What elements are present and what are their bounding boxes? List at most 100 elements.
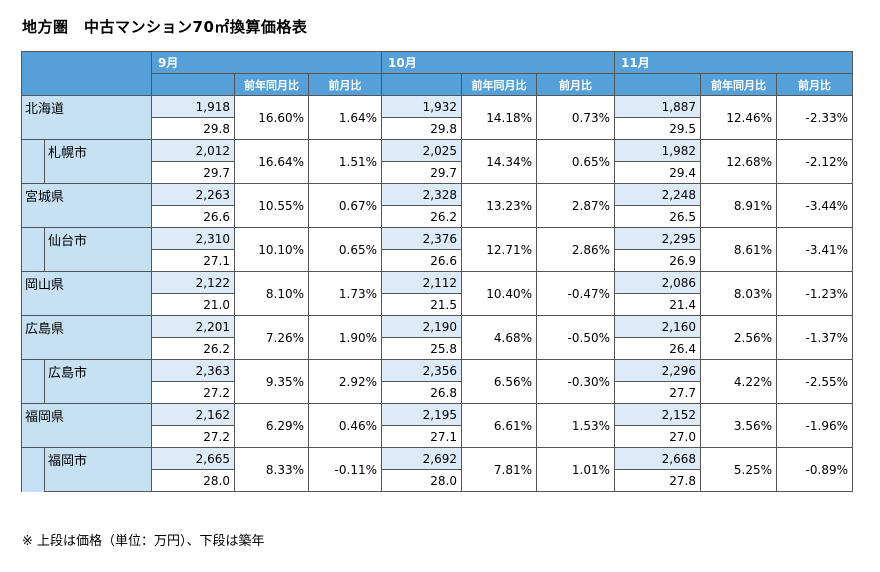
age-cell: 21.0 [151, 293, 235, 316]
price-cell: 2,112 [381, 271, 462, 294]
age-cell: 27.2 [151, 425, 235, 448]
price-cell: 2,160 [614, 315, 701, 338]
table-row: 岡山県 2,122 8.10% 1.73% 2,112 10.40% -0.47% 2,086… [21, 271, 853, 316]
yoy-cell: 13.23% [461, 183, 537, 228]
price-cell: 2,263 [151, 183, 235, 206]
age-cell: 29.5 [614, 117, 701, 140]
yoy-cell: 6.56% [461, 359, 537, 404]
header-row-sub: 前年同月比 前月比 前年同月比 前月比 前年同月比 前月比 [22, 73, 853, 96]
header-yoy-2: 前年同月比 [461, 73, 537, 96]
age-cell: 21.4 [614, 293, 701, 316]
price-cell: 2,328 [381, 183, 462, 206]
table-row: 21.0 21.5 21.4 [22, 293, 853, 316]
mom-cell: 1.64% [308, 95, 382, 140]
price-cell: 2,248 [614, 183, 701, 206]
price-cell: 2,195 [381, 403, 462, 426]
price-cell: 1,932 [381, 95, 462, 118]
header-blank-2 [381, 73, 462, 96]
yoy-cell: 8.61% [700, 227, 777, 272]
header-mom-2: 前月比 [536, 73, 615, 96]
price-cell: 2,025 [381, 139, 462, 162]
mom-cell: 0.67% [308, 183, 382, 228]
mom-cell: 0.73% [536, 95, 615, 140]
yoy-cell: 3.56% [700, 403, 777, 448]
yoy-cell: 4.68% [461, 315, 537, 360]
row-indent [21, 227, 45, 272]
table-row: 宮城県 2,263 10.55% 0.67% 2,328 13.23% 2.87% 2,248… [21, 183, 853, 228]
yoy-cell: 14.18% [461, 95, 537, 140]
mom-cell: 0.65% [536, 139, 615, 184]
header-yoy-1: 前年同月比 [234, 73, 309, 96]
price-table: 9月 10月 11月 前年同月比 前月比 前年同月比 前月比 前年同月比 前月比 北海道 1,918… [21, 51, 853, 492]
row-label: 福岡県 [21, 403, 152, 448]
yoy-cell: 6.61% [461, 403, 537, 448]
mom-cell: -2.12% [776, 139, 853, 184]
yoy-cell: 6.29% [234, 403, 309, 448]
row-label: 仙台市 [44, 227, 152, 272]
yoy-cell: 8.33% [234, 447, 309, 492]
age-cell: 29.7 [381, 161, 462, 184]
yoy-cell: 10.55% [234, 183, 309, 228]
price-cell: 2,190 [381, 315, 462, 338]
table-row: 札幌市 2,012 16.64% 1.51% 2,025 14.34% 0.65% 1,982… [21, 139, 853, 184]
footnote: ※ 上段は価格（単位：万円）、下段は築年 [22, 534, 265, 549]
yoy-cell: 5.25% [700, 447, 777, 492]
row-label: 広島県 [21, 315, 152, 360]
age-cell: 25.8 [381, 337, 462, 360]
yoy-cell: 7.81% [461, 447, 537, 492]
yoy-cell: 8.10% [234, 271, 309, 316]
age-cell: 26.8 [381, 381, 462, 404]
table-row: 28.0 28.0 27.8 [22, 469, 853, 492]
mom-cell: -0.50% [536, 315, 615, 360]
header-month-1: 9月 [151, 51, 382, 74]
mom-cell: 1.01% [536, 447, 615, 492]
price-cell: 2,122 [151, 271, 235, 294]
table-row: 26.6 26.2 26.5 [22, 205, 853, 228]
yoy-cell: 16.64% [234, 139, 309, 184]
table-row: 27.2 26.8 27.7 [22, 381, 853, 404]
row-indent [21, 447, 45, 492]
yoy-cell: 12.68% [700, 139, 777, 184]
price-cell: 1,918 [151, 95, 235, 118]
mom-cell: -3.44% [776, 183, 853, 228]
price-cell: 2,310 [151, 227, 235, 250]
mom-cell: 0.46% [308, 403, 382, 448]
header-month-3: 11月 [614, 51, 853, 74]
age-cell: 27.0 [614, 425, 701, 448]
age-cell: 27.2 [151, 381, 235, 404]
age-cell: 27.7 [614, 381, 701, 404]
table-row: 26.2 25.8 26.4 [22, 337, 853, 360]
price-cell: 2,668 [614, 447, 701, 470]
price-cell: 2,363 [151, 359, 235, 382]
price-cell: 2,201 [151, 315, 235, 338]
yoy-cell: 10.40% [461, 271, 537, 316]
row-label: 札幌市 [44, 139, 152, 184]
age-cell: 27.1 [381, 425, 462, 448]
mom-cell: -0.89% [776, 447, 853, 492]
row-label: 宮城県 [21, 183, 152, 228]
age-cell: 29.8 [381, 117, 462, 140]
age-cell: 26.6 [151, 205, 235, 228]
mom-cell: -1.96% [776, 403, 853, 448]
age-cell: 26.6 [381, 249, 462, 272]
header-blank-3 [614, 73, 701, 96]
age-cell: 29.4 [614, 161, 701, 184]
mom-cell: 0.65% [308, 227, 382, 272]
mom-cell: 2.86% [536, 227, 615, 272]
price-cell: 2,086 [614, 271, 701, 294]
price-cell: 2,162 [151, 403, 235, 426]
mom-cell: -1.23% [776, 271, 853, 316]
table-row: 福岡市 2,665 8.33% -0.11% 2,692 7.81% 1.01% 2,668 5… [21, 447, 853, 492]
header-month-2: 10月 [381, 51, 615, 74]
table-row: 北海道 1,918 16.60% 1.64% 1,932 14.18% 0.73% 1,887… [21, 95, 853, 140]
header-row-months: 9月 10月 11月 [21, 51, 853, 96]
price-cell: 2,296 [614, 359, 701, 382]
age-cell: 29.8 [151, 117, 235, 140]
mom-cell: -2.55% [776, 359, 853, 404]
mom-cell: -0.47% [536, 271, 615, 316]
yoy-cell: 16.60% [234, 95, 309, 140]
page-title: 地方圏 中古マンション70㎡換算価格表 [22, 18, 308, 36]
price-cell: 2,356 [381, 359, 462, 382]
table-row: 広島県 2,201 7.26% 1.90% 2,190 4.68% -0.50% 2,160 2… [21, 315, 853, 360]
mom-cell: -2.33% [776, 95, 853, 140]
